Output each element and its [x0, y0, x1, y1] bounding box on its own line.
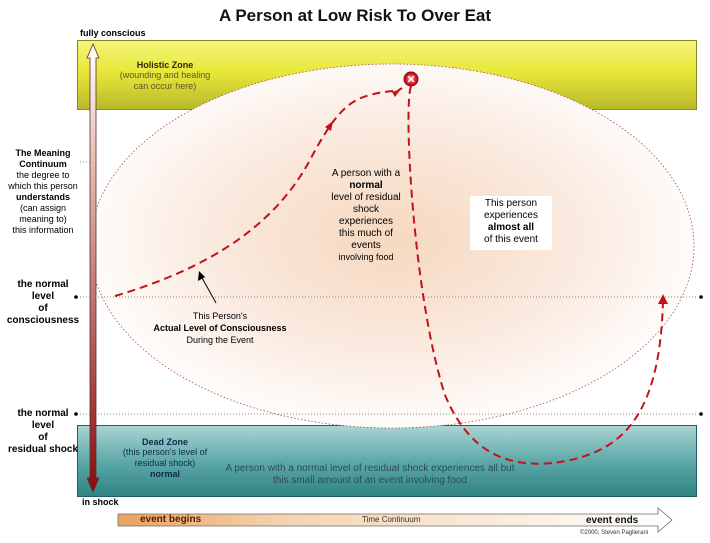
dead-zone-title: Dead Zone: [141, 437, 188, 447]
right-note-line-1: This person: [484, 198, 538, 209]
copyright-label: ©2000, Steven Paglierani: [580, 530, 649, 536]
dead-zone: [77, 425, 697, 497]
normal-shock-line-4: residual shock: [7, 444, 79, 455]
holistic-zone-label: Holistic Zone (wounding and healing can …: [100, 60, 230, 92]
event-ends-label: event ends: [586, 515, 639, 526]
page-title: A Person at Low Risk To Over Eat: [218, 6, 492, 25]
normal-shock-line-1: the normal: [17, 408, 69, 419]
middle-note-line-7: events: [351, 240, 381, 251]
meaning-continuum-title-2: Continuum: [19, 159, 67, 169]
actual-level-line-1: This Person's: [192, 311, 248, 321]
holistic-zone-title: Holistic Zone: [136, 60, 194, 70]
actual-level-line-2: Actual Level of Consciousness: [153, 323, 287, 333]
right-note-line-2: experiences: [484, 210, 538, 221]
dead-zone-note: A person with a normal level of residual…: [220, 463, 520, 487]
normal-shock-line-2: level: [31, 420, 55, 431]
in-shock-label: in shock: [82, 497, 119, 507]
middle-note-line-1: A person with a: [331, 168, 401, 179]
middle-note-line-6: this much of: [339, 228, 393, 239]
normal-consciousness-line-2: level: [31, 291, 55, 302]
bullet-consciousness-right: [699, 295, 703, 299]
meaning-continuum-line-2: which this person: [8, 181, 78, 191]
middle-note-line-8: involving food: [338, 252, 394, 262]
meaning-continuum-label: The Meaning Continuum the degree to whic…: [0, 148, 86, 236]
consciousness-path: [114, 87, 403, 297]
normal-consciousness-label: the normal level of consciousness: [0, 279, 86, 327]
time-continuum-label: Time Continuum: [362, 515, 421, 524]
normal-shock-label: the normal level of residual shock: [0, 408, 86, 456]
normal-shock-line-3: of: [38, 432, 48, 443]
dead-zone-desc-3: normal: [149, 469, 180, 479]
bullet-consciousness-left: [74, 295, 78, 299]
right-note-line-3: almost all: [487, 222, 535, 233]
middle-note-line-3: level of residual: [331, 192, 401, 203]
dead-zone-note-line-1: A person with a normal level of residual…: [225, 463, 515, 474]
middle-note-line-4: shock: [352, 204, 380, 215]
meaning-continuum-line-1: the degree to: [16, 170, 70, 180]
meaning-continuum-line-5: meaning to): [19, 214, 67, 224]
experience-ellipse: [89, 63, 695, 429]
consciousness-path-arrowhead-1: [325, 121, 333, 131]
normal-consciousness-line-4: consciousness: [6, 315, 80, 326]
middle-note: A person with a normal level of residual…: [316, 168, 416, 263]
right-note: This person experiences almost all of th…: [470, 196, 552, 250]
meaning-continuum-title-1: The Meaning: [15, 148, 71, 158]
right-note-line-4: of this event: [484, 234, 538, 245]
actual-level-line-3: During the Event: [186, 335, 254, 345]
actual-level-label: This Person's Actual Level of Consciousn…: [138, 310, 302, 346]
time-continuum-arrow: [117, 507, 673, 533]
middle-note-line-2: normal: [349, 180, 383, 191]
middle-note-line-5: experiences: [339, 216, 393, 227]
holistic-zone-desc-1: (wounding and healing: [119, 70, 211, 80]
consciousness-path-arrowhead-2: [392, 89, 401, 97]
fully-conscious-label: fully conscious: [80, 28, 146, 38]
bullet-shock-right: [699, 412, 703, 416]
consciousness-path-drop: [407, 85, 664, 465]
peak-marker-x-icon: [407, 75, 415, 83]
bullet-shock-left: [74, 412, 78, 416]
vertical-axis-arrow: [86, 42, 100, 494]
dead-zone-label: Dead Zone (this person's level of residu…: [100, 437, 230, 479]
meaning-continuum-line-3: understands: [15, 192, 70, 202]
dead-zone-desc-1: (this person's level of: [122, 447, 208, 457]
meaning-continuum-line-6: this information: [12, 225, 74, 235]
dead-zone-desc-2: residual shock): [134, 458, 196, 468]
consciousness-path-arrowhead-3: [658, 294, 668, 304]
actual-level-pointer-head: [198, 271, 205, 281]
event-begins-label: event begins: [140, 514, 202, 525]
holistic-zone-desc-2: can occur here): [133, 81, 197, 91]
dead-zone-note-line-2: this small amount of an event involving …: [273, 475, 467, 486]
normal-consciousness-line-3: of: [38, 303, 48, 314]
meaning-continuum-line-4: (can assign: [19, 203, 67, 213]
actual-level-pointer: [200, 275, 217, 304]
normal-consciousness-line-1: the normal: [17, 279, 69, 290]
